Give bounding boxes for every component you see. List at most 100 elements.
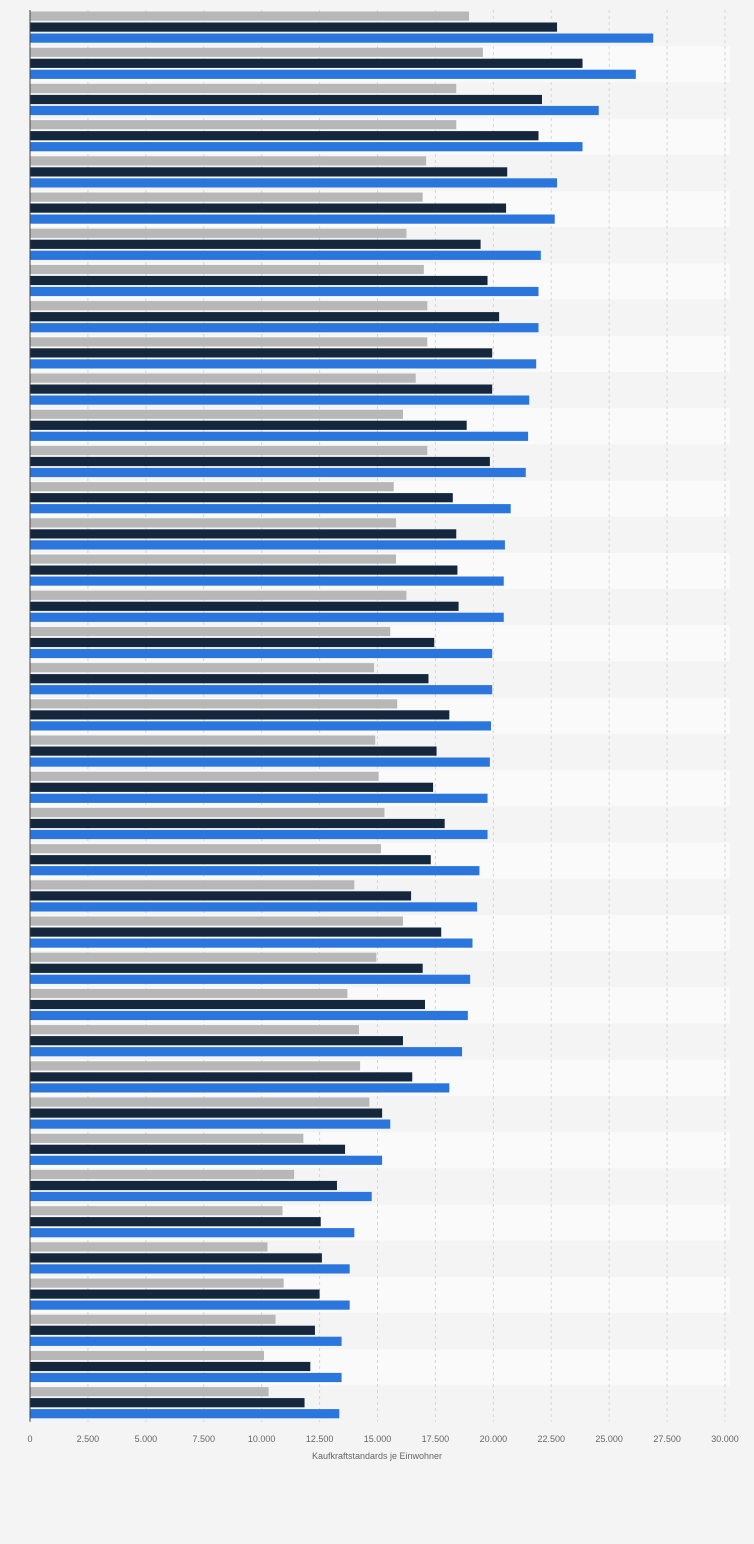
- bar: [30, 902, 478, 912]
- bar: [30, 22, 558, 32]
- bar: [30, 1061, 361, 1071]
- bar: [30, 395, 530, 405]
- bar: [30, 1350, 264, 1361]
- bar: [30, 576, 504, 586]
- bar: [30, 214, 555, 224]
- bar: [30, 420, 467, 430]
- bar: [30, 192, 423, 202]
- bar: [30, 482, 394, 492]
- bar: [30, 264, 424, 275]
- bar: [30, 829, 488, 840]
- x-tick-label: 27.500: [653, 1434, 681, 1444]
- bar: [30, 250, 541, 260]
- bar: [30, 938, 473, 948]
- bar: [30, 612, 504, 622]
- bar: [30, 105, 599, 116]
- bar: [30, 818, 445, 829]
- x-tick-label: 20.000: [480, 1434, 508, 1444]
- bar: [30, 504, 511, 514]
- x-tick-label: 2.500: [77, 1434, 100, 1444]
- bar: [30, 674, 429, 684]
- bar: [30, 891, 412, 901]
- bar: [30, 1278, 284, 1288]
- bar: [30, 974, 471, 984]
- bar: [30, 866, 480, 876]
- bar: [30, 601, 459, 611]
- bar: [30, 1047, 463, 1057]
- bar: [30, 58, 583, 68]
- bar: [30, 373, 416, 383]
- bars: [30, 11, 654, 1419]
- bar: [30, 1097, 370, 1107]
- bar: [30, 1206, 283, 1216]
- bar: [30, 757, 490, 767]
- bar: [30, 239, 481, 249]
- bar: [30, 710, 450, 720]
- bar: [30, 1372, 342, 1383]
- bar: [30, 1108, 383, 1118]
- x-tick-label: 22.500: [537, 1434, 565, 1444]
- bar: [30, 1300, 350, 1310]
- bar: [30, 1398, 305, 1408]
- bar: [30, 807, 385, 818]
- bar: [30, 1325, 315, 1335]
- bar: [30, 771, 379, 781]
- bar: [30, 637, 435, 648]
- bar: [30, 844, 381, 854]
- bar: [30, 456, 490, 467]
- x-tick-label: 7.500: [192, 1434, 215, 1444]
- bar: [30, 178, 558, 188]
- bar: [30, 384, 493, 394]
- bar: [30, 1336, 342, 1346]
- bar: [30, 721, 492, 731]
- bar: [30, 1180, 337, 1191]
- bar: [30, 1119, 391, 1129]
- bar: [30, 518, 397, 528]
- bar: [30, 963, 423, 973]
- bar: [30, 685, 493, 695]
- bar: [30, 445, 428, 456]
- bar: [30, 1409, 340, 1419]
- bar: [30, 11, 470, 21]
- bar: [30, 529, 457, 539]
- x-axis-label: Kaufkraftstandards je Einwohner: [312, 1451, 442, 1461]
- bar: [30, 33, 654, 43]
- bar: [30, 409, 403, 419]
- bar: [30, 83, 457, 94]
- bar: [30, 590, 407, 600]
- bar: [30, 312, 500, 322]
- bar: [30, 47, 483, 57]
- bar: [30, 855, 431, 865]
- bar: [30, 988, 348, 999]
- bar: [30, 228, 407, 238]
- bar: [30, 69, 636, 79]
- bar: [30, 1072, 413, 1082]
- x-tick-label: 15.000: [364, 1434, 392, 1444]
- bar: [30, 1314, 276, 1324]
- bar: [30, 275, 488, 286]
- bar: [30, 648, 493, 659]
- bar: [30, 782, 434, 792]
- bar: [30, 1264, 350, 1274]
- bar: [30, 916, 403, 926]
- bar: [30, 348, 493, 358]
- bar: [30, 626, 391, 637]
- x-tick-label: 25.000: [595, 1434, 623, 1444]
- bar: [30, 493, 453, 503]
- bar: [30, 1242, 268, 1252]
- bar: [30, 337, 428, 347]
- x-tick-label: 17.500: [422, 1434, 450, 1444]
- bar: [30, 1253, 322, 1263]
- x-tick-label: 5.000: [135, 1434, 158, 1444]
- bar: [30, 1387, 269, 1397]
- x-tick-label: 30.000: [711, 1434, 739, 1444]
- bar: [30, 323, 539, 333]
- bar: [30, 1169, 295, 1180]
- bar: [30, 952, 377, 962]
- bar: [30, 1083, 450, 1093]
- bar: [30, 540, 505, 550]
- bar: [30, 1025, 359, 1035]
- bar: [30, 1228, 355, 1238]
